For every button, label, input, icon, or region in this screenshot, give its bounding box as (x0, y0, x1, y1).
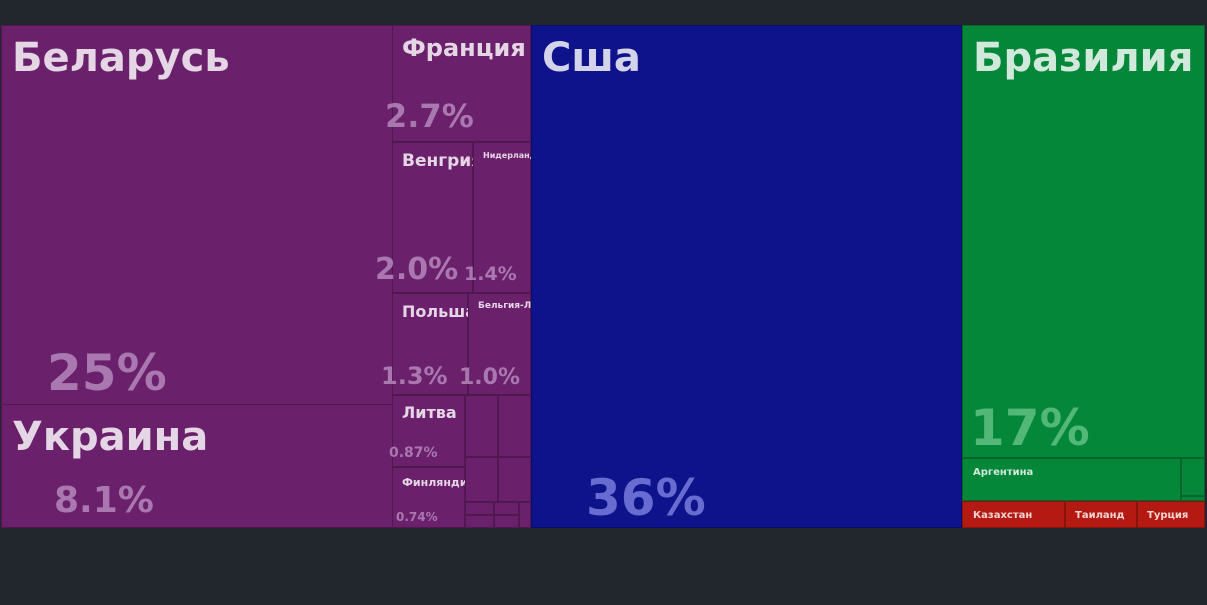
treemap-tile-eu_s4 (498, 457, 531, 502)
treemap-tile-belgium: Бельгия-Люксембург1.0% (459, 293, 588, 395)
treemap-tile-eu_s5 (465, 502, 494, 515)
tile-label: Казахстан (973, 510, 1033, 521)
treemap-tile-hungary: Венгрия 2.0% (375, 142, 482, 293)
tile-share-label: 1.4% (464, 263, 517, 285)
tile-share-label: 1.0% (459, 365, 521, 390)
treemap-tile-lithuania: Литва 0.87% (389, 395, 465, 467)
tile-label: Польша (402, 302, 477, 321)
tile-share-label: 1.3% (381, 362, 448, 390)
treemap-tile-eu_s9 (519, 502, 531, 528)
treemap-tile-eu_s1 (465, 395, 498, 457)
tile-label: Украина (12, 414, 209, 460)
treemap-tile-thailand: Таиланд (1065, 501, 1137, 528)
treemap-tile-netherlands: Нидерланды 1.4% (464, 142, 543, 293)
tile-label: Таиланд (1075, 510, 1125, 521)
tile-share-label: 0.74% (396, 510, 438, 524)
treemap-tile-ukraine: Украина 8.1% (1, 404, 393, 528)
treemap-tile-eu_s3 (465, 457, 498, 502)
tile-label: Турция (1147, 510, 1189, 521)
treemap-tile-usa: Сша 36% (531, 25, 962, 528)
treemap-tile-eu_s6 (494, 502, 519, 515)
tile-share-label: 8.1% (54, 480, 154, 521)
tile-label: Нидерланды (483, 151, 544, 160)
tile-label: Венгрия (402, 151, 483, 171)
treemap-tile-poland: Польша 1.3% (381, 293, 476, 395)
treemap-tile-brazil: Бразилия 17% (962, 25, 1205, 458)
treemap-tile-sa_s2 (1181, 496, 1205, 501)
tile-label: Литва (402, 403, 457, 422)
treemap-tile-eu_s7 (465, 515, 494, 528)
treemap-tile-france: Франция 2.7% (385, 25, 531, 142)
treemap-tile-turkey: Турция (1137, 501, 1205, 528)
tile-label: Аргентина (973, 467, 1034, 478)
treemap-tile-kazakhstan: Казахстан (962, 501, 1065, 528)
tile-label: Бразилия (973, 35, 1194, 81)
treemap-tile-eu_s2 (498, 395, 531, 457)
treemap-tile-finland: Финляндия 0.74% (392, 467, 475, 528)
tile-share-label: 36% (586, 469, 706, 527)
tile-share-label: 25% (47, 344, 167, 402)
tile-label: Франция (402, 34, 526, 62)
treemap-tile-sa_s1 (1181, 458, 1205, 496)
tile-label: Беларусь (12, 35, 230, 81)
tile-share-label: 17% (970, 399, 1090, 457)
tile-label: Финляндия (402, 476, 475, 489)
tile-label: Сша (542, 35, 641, 81)
treemap-tile-belarus: Беларусь 25% (1, 25, 393, 405)
treemap-tile-argentina: Аргентина (962, 458, 1181, 501)
treemap-tile-eu_s8 (494, 515, 519, 528)
tile-share-label: 2.0% (375, 252, 459, 287)
tile-share-label: 2.7% (385, 97, 474, 135)
tile-share-label: 0.87% (389, 445, 438, 461)
